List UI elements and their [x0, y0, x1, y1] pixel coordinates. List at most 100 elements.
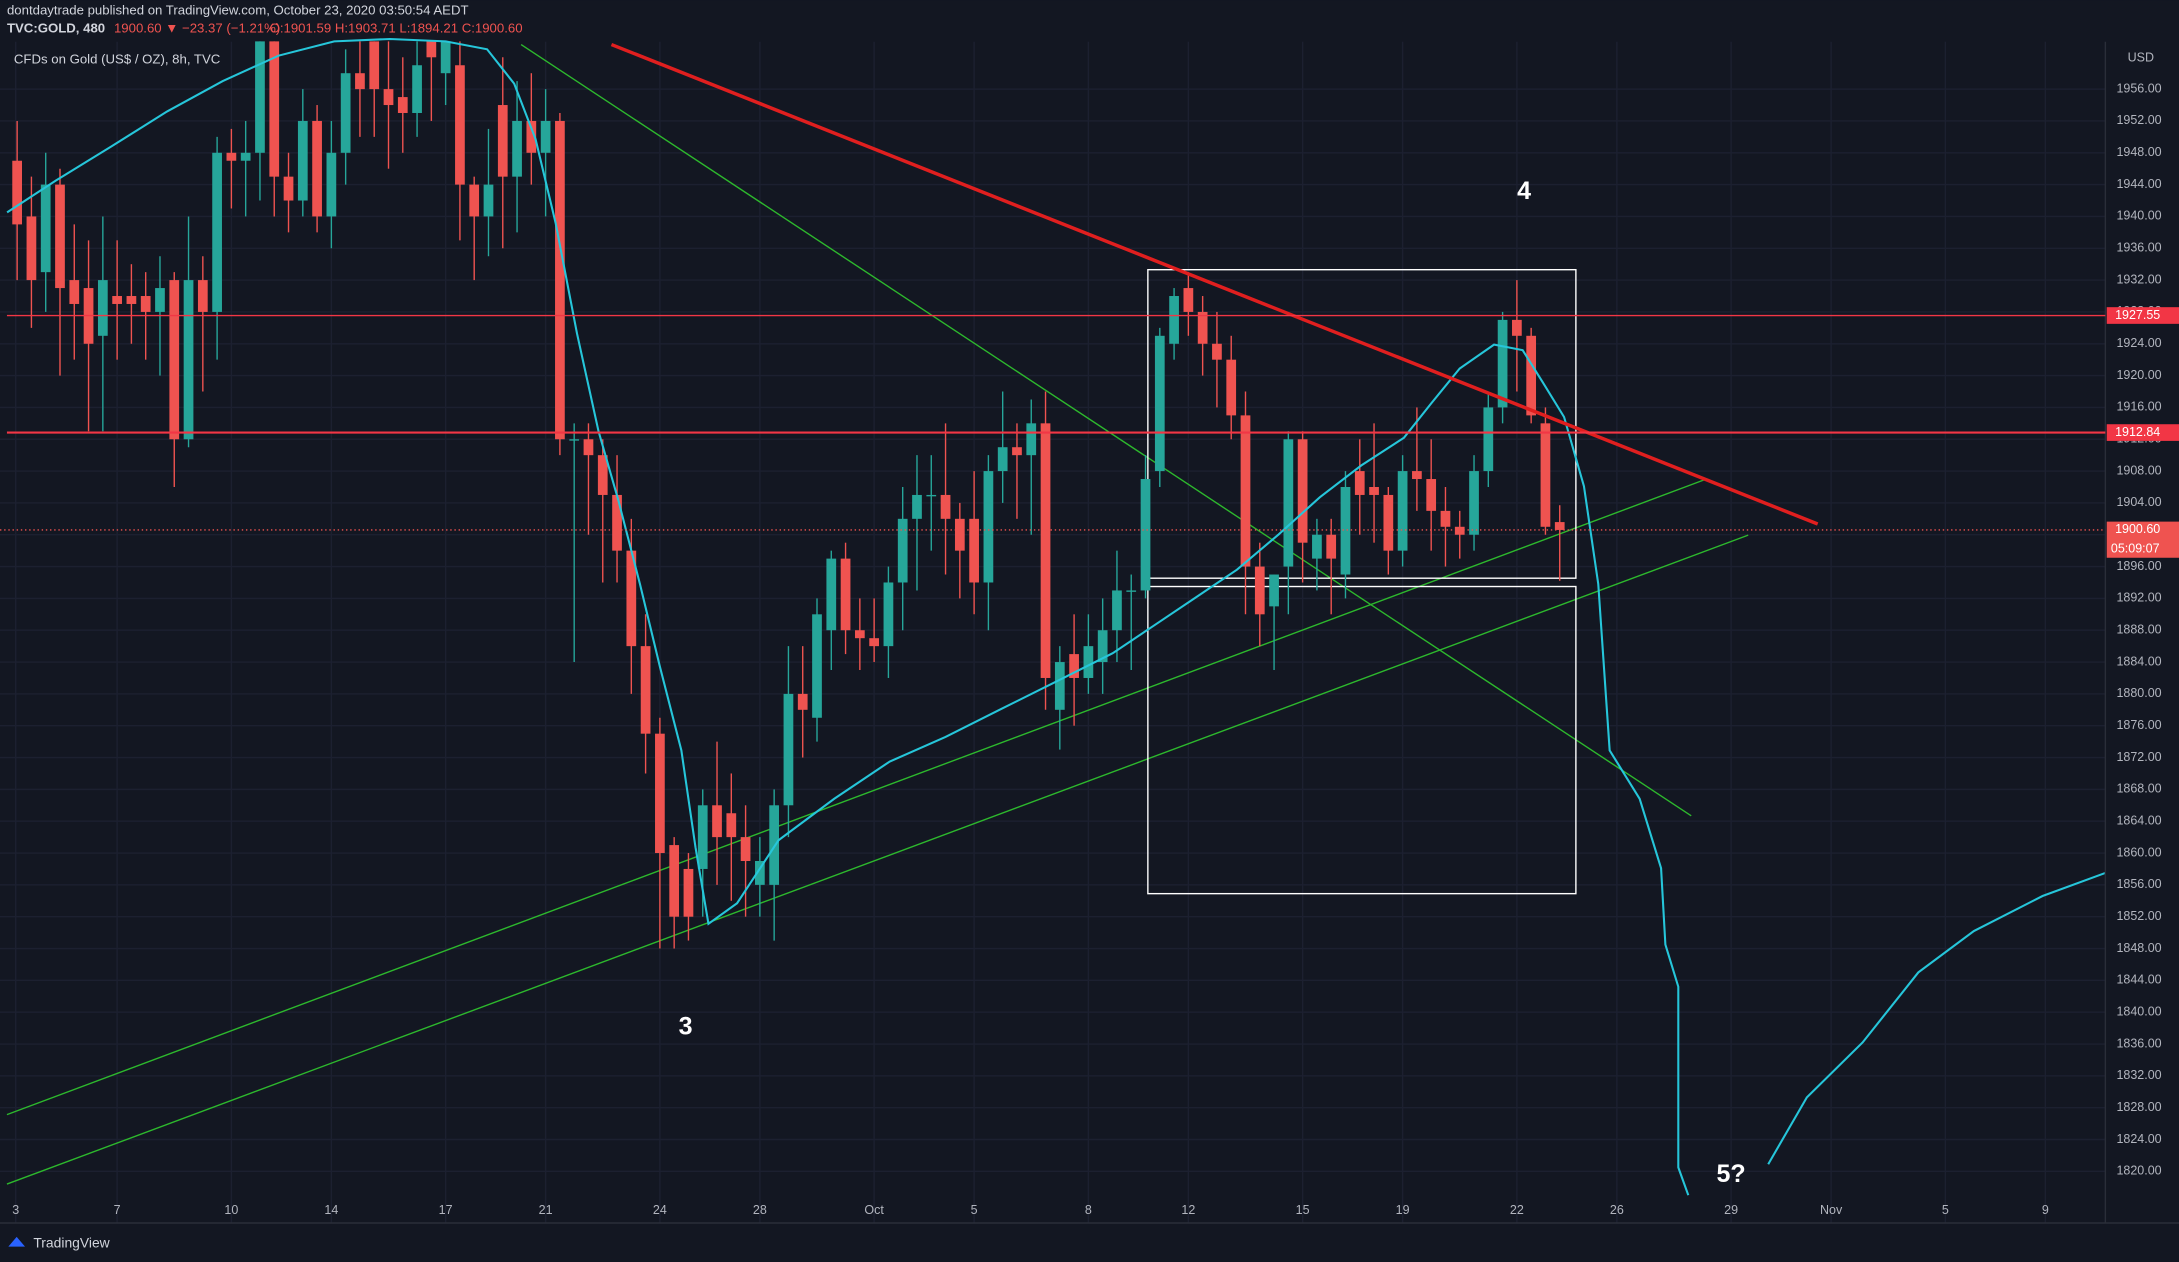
- candle-body: [1240, 415, 1251, 567]
- candle-body: [355, 73, 365, 90]
- resistance-line: [610, 42, 1819, 526]
- x-tick-label: 24: [653, 1203, 667, 1217]
- y-tick-label: 1876.00: [2116, 718, 2161, 732]
- y-tick-label: 1936.00: [2116, 241, 2161, 255]
- candle-body: [512, 120, 522, 177]
- x-tick-label: 26: [1610, 1203, 1624, 1217]
- candle-body: [1469, 471, 1479, 535]
- y-tick-label: 1908.00: [2116, 463, 2161, 477]
- candle-body: [1454, 526, 1465, 535]
- candle-body: [1126, 590, 1137, 592]
- y-tick-label: 1916.00: [2116, 400, 2161, 414]
- y-tick-label: 1956.00: [2116, 81, 2161, 95]
- x-tick-label: 5: [971, 1203, 978, 1217]
- candle-body: [369, 41, 380, 90]
- y-tick-label: 1860.00: [2116, 845, 2161, 859]
- grid: [0, 41, 2106, 1223]
- candle-body: [569, 439, 580, 441]
- candle-body: [797, 693, 808, 710]
- candle-body: [954, 518, 965, 551]
- x-tick-label: 15: [1296, 1203, 1310, 1217]
- x-tick-label: 14: [324, 1203, 338, 1217]
- candle-body: [655, 733, 665, 854]
- candle-body: [697, 805, 708, 869]
- range-box: [1147, 268, 1577, 579]
- candle-body: [226, 152, 237, 161]
- candle-body: [169, 280, 180, 440]
- candle-body: [1183, 288, 1194, 312]
- candle-body: [426, 41, 437, 58]
- candle-body: [126, 296, 137, 304]
- candle-body: [1326, 534, 1337, 559]
- y-tick-label: 1872.00: [2116, 750, 2161, 764]
- candle-body: [297, 120, 308, 201]
- y-tick-label: 1896.00: [2116, 559, 2161, 573]
- candle-body: [1369, 486, 1379, 495]
- y-tick-label: 1820.00: [2116, 1164, 2161, 1178]
- candles: [6, 37, 2106, 1196]
- candle-body: [612, 494, 622, 551]
- logo: TradingView: [33, 1235, 110, 1251]
- y-tick-label: 1828.00: [2116, 1100, 2161, 1114]
- candle-body: [1283, 439, 1294, 567]
- y-tick-label: 1924.00: [2116, 336, 2161, 350]
- wave-label: 3: [679, 1013, 693, 1041]
- last-price-badge: [2106, 521, 2179, 558]
- price-label: 1912.84: [2115, 425, 2160, 439]
- ohlc: O:1901.59 H:1903.71 L:1894.21 C:1900.60: [270, 21, 523, 36]
- candle-body: [1397, 471, 1408, 551]
- x-tick-label: 19: [1396, 1203, 1410, 1217]
- candle-body: [869, 638, 879, 647]
- candle-body: [1197, 311, 1208, 344]
- y-tick-label: 1848.00: [2116, 941, 2161, 955]
- candle-body: [26, 216, 37, 281]
- range-box: [1147, 585, 1577, 895]
- y-tick-label: 1904.00: [2116, 495, 2161, 509]
- candle-body: [1497, 319, 1508, 408]
- candle-body: [97, 280, 108, 336]
- candle-body: [455, 65, 465, 185]
- candle-body: [740, 837, 751, 861]
- candle-body: [726, 813, 737, 838]
- candle-body: [1154, 335, 1165, 472]
- candle-body: [1297, 439, 1308, 543]
- candle-body: [1112, 590, 1122, 631]
- candle-body: [526, 120, 537, 153]
- y-tick-label: 1836.00: [2116, 1036, 2161, 1050]
- y-tick-label: 1884.00: [2116, 654, 2161, 668]
- last-price-label: 1900.60: [2115, 522, 2160, 536]
- symbol: TVC:GOLD, 480: [7, 21, 105, 36]
- candle-body: [1097, 630, 1108, 663]
- currency: USD: [2128, 51, 2154, 65]
- candle-body: [397, 97, 408, 113]
- candle-body: [1483, 407, 1494, 472]
- x-tick-label: 29: [1724, 1203, 1738, 1217]
- price-label: 1927.55: [2115, 308, 2160, 322]
- candle-body: [497, 105, 508, 177]
- candle-body: [240, 152, 251, 161]
- candle-body: [640, 646, 651, 734]
- candle-body: [155, 288, 165, 312]
- y-tick-label: 1868.00: [2116, 782, 2161, 796]
- candle-body: [840, 558, 851, 631]
- countdown: 05:09:07: [2111, 542, 2160, 556]
- wave-label: 5?: [1717, 1160, 1746, 1188]
- candle-body: [112, 296, 122, 304]
- candle-body: [1254, 566, 1265, 615]
- candle-body: [597, 455, 608, 495]
- y-tick-label: 1824.00: [2116, 1132, 2161, 1146]
- candle-body: [626, 550, 637, 647]
- candle-body: [783, 693, 794, 806]
- candle-body: [1212, 343, 1222, 360]
- candle-body: [583, 439, 594, 456]
- y-tick-label: 1880.00: [2116, 686, 2161, 700]
- candle-body: [1226, 359, 1237, 416]
- y-tick-label: 1856.00: [2116, 877, 2161, 891]
- moving-average: [6, 37, 2106, 1196]
- candle-body: [555, 120, 565, 440]
- y-tick-label: 1864.00: [2116, 814, 2161, 828]
- y-tick-label: 1832.00: [2116, 1068, 2161, 1082]
- candle-body: [1026, 423, 1037, 456]
- price-badge: [2106, 307, 2179, 324]
- logo-icon: [8, 1236, 26, 1247]
